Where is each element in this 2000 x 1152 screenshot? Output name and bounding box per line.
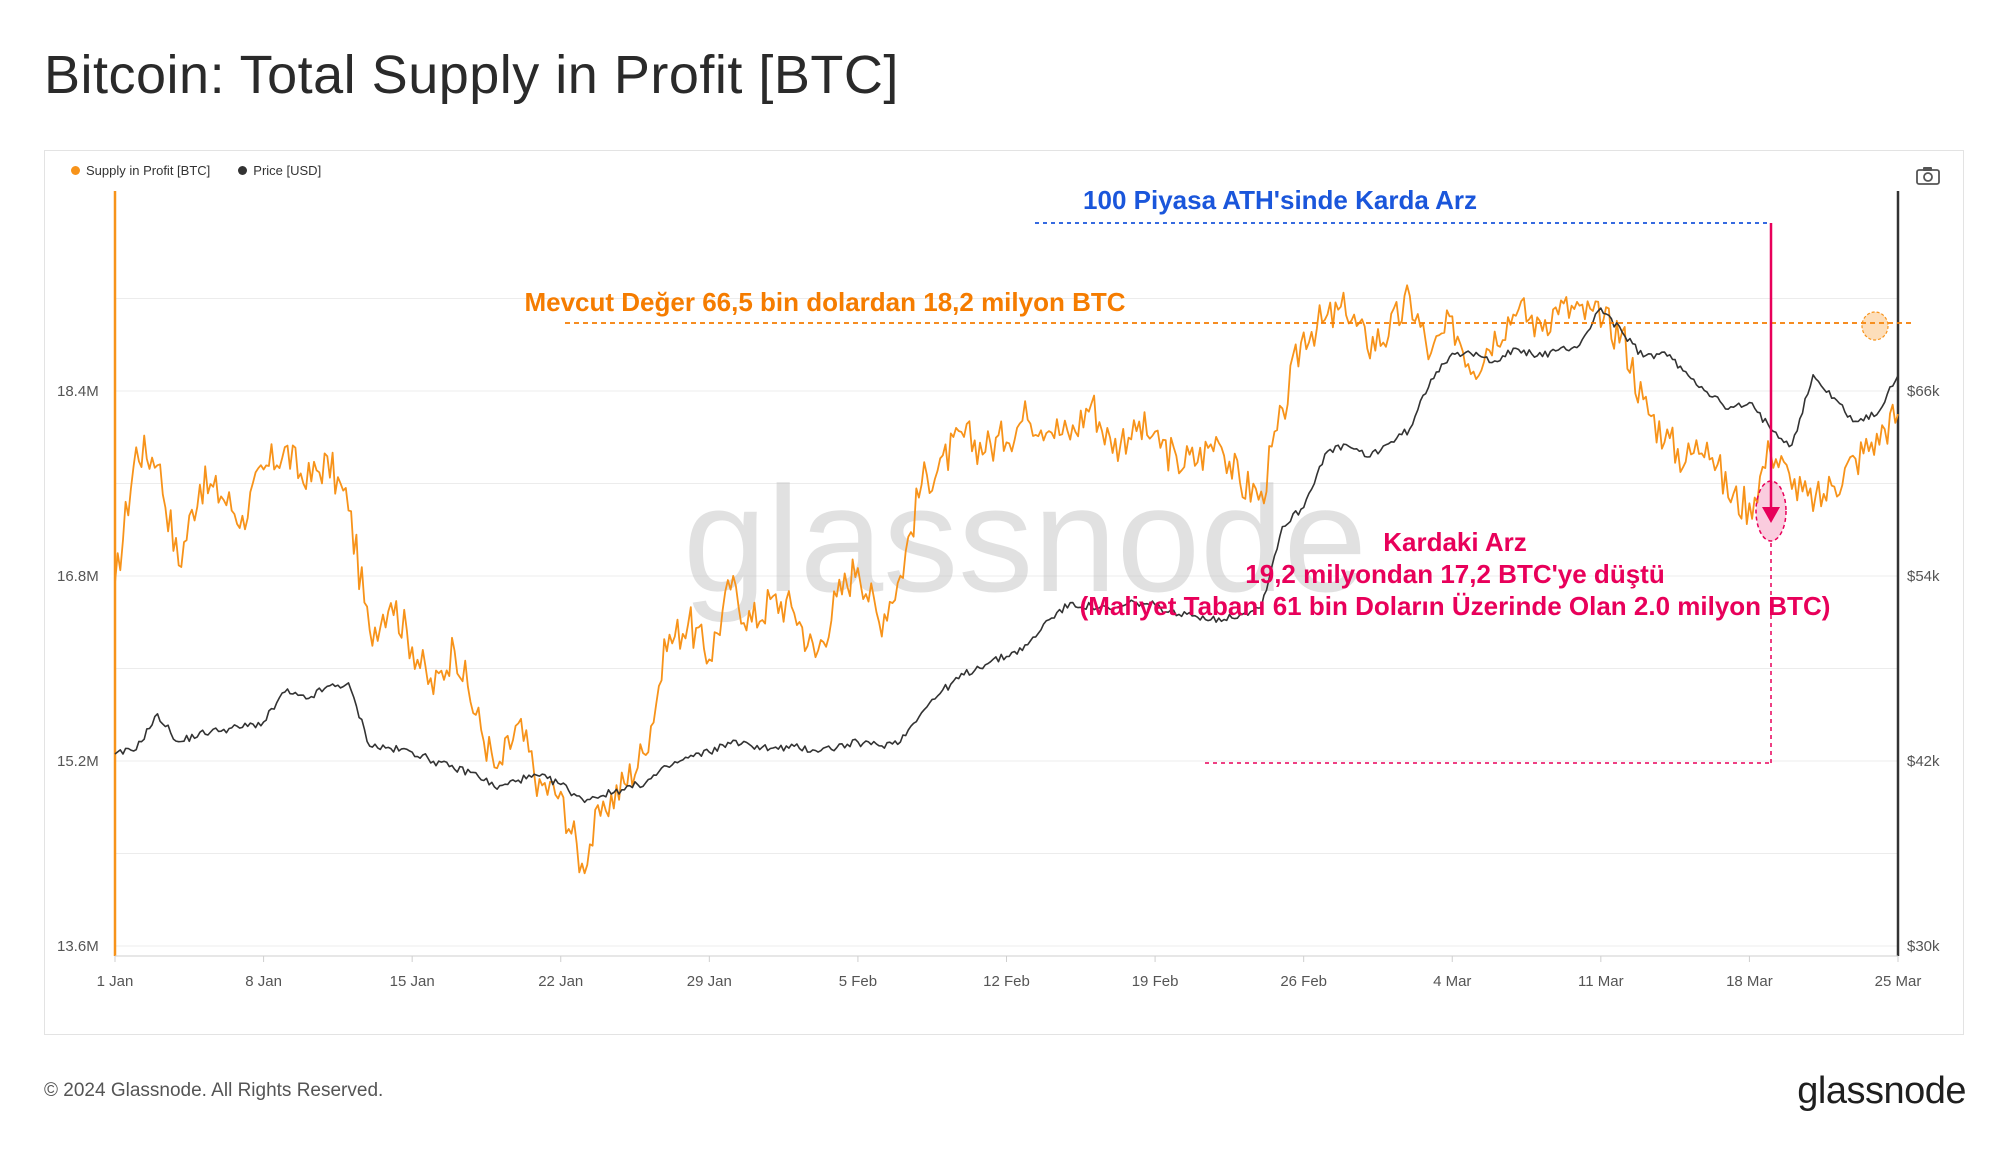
chart-plot: glassnode 13.6M15.2M16.8M18.4M$30k$42k$5… <box>57 185 1940 990</box>
copyright-text: © 2024 Glassnode. All Rights Reserved. <box>44 1080 384 1101</box>
x-tick-label: 15 Jan <box>390 973 435 990</box>
current-value-marker <box>1861 311 1889 341</box>
drop-label-line1: Kardaki Arz <box>1383 527 1527 557</box>
drop-arrow-head <box>1762 507 1780 523</box>
axis-layer: 13.6M 15.2M 16.8M 18.4M $30k $42k $54k $66k 1 Ja… <box>57 191 1940 990</box>
ath-annotation-label: 100 Piyasa ATH'sinde Karda Arz <box>1083 185 1477 215</box>
drop-label-line3: (Maliyet Tabanı 61 bin Doların Üzerinde … <box>1080 591 1831 621</box>
legend-dot-supply-in-profit <box>71 166 80 175</box>
x-tick-label: 29 Jan <box>687 973 732 990</box>
y-right-tick-label: $66k <box>1907 383 1940 400</box>
y-right-tick-label: $54k <box>1907 568 1940 585</box>
x-tick-label: 1 Jan <box>97 973 134 990</box>
series-line-price <box>114 307 1899 804</box>
legend-dot-price <box>238 166 248 175</box>
series-layer <box>114 284 1899 875</box>
legend-item-supply-in-profit[interactable]: Supply in Profit [BTC] <box>71 163 210 178</box>
chart-legend: Supply in Profit [BTC] Price [USD] <box>71 163 321 178</box>
y-left-tick-label: 18.4M <box>57 383 99 400</box>
chart-card: Supply in Profit [BTC] Price [USD] glass… <box>44 150 1964 1035</box>
y-left-tick-label: 15.2M <box>57 753 99 770</box>
x-tick-label: 19 Feb <box>1132 973 1179 990</box>
y-left-tick-label: 16.8M <box>57 568 99 585</box>
series-line-supply-in-profit <box>114 284 1899 875</box>
y-left-tick-label: 13.6M <box>57 938 99 955</box>
x-tick-label: 25 Mar <box>1875 973 1922 990</box>
grid-layer <box>115 298 1898 947</box>
x-tick-label: 4 Mar <box>1433 973 1471 990</box>
drop-marker <box>1755 480 1787 542</box>
x-tick-label: 8 Jan <box>245 973 282 990</box>
legend-label-supply-in-profit: Supply in Profit [BTC] <box>86 163 211 178</box>
annotation-layer: 100 Piyasa ATH'sinde Karda Arz Mevcut Değ… <box>524 185 1915 764</box>
legend-item-price[interactable]: Price [USD] <box>238 163 321 178</box>
drop-label-line2: 19,2 milyondan 17,2 BTC'ye düştü <box>1245 559 1664 589</box>
x-tick-label: 18 Mar <box>1726 973 1773 990</box>
x-tick-label: 26 Feb <box>1280 973 1327 990</box>
page-title: Bitcoin: Total Supply in Profit [BTC] <box>44 45 899 105</box>
legend-label-price: Price [USD] <box>253 163 322 178</box>
x-tick-label: 12 Feb <box>983 973 1030 990</box>
x-tick-label: 22 Jan <box>538 973 583 990</box>
y-right-tick-label: $42k <box>1907 753 1940 770</box>
camera-icon[interactable] <box>1915 165 1941 187</box>
x-tick-label: 11 Mar <box>1578 973 1624 990</box>
x-tick-label: 5 Feb <box>839 973 877 990</box>
y-right-tick-label: $30k <box>1907 938 1940 955</box>
current-value-label: Mevcut Değer 66,5 bin dolardan 18,2 mily… <box>524 287 1125 317</box>
glassnode-logo: glassnode <box>1797 1070 1966 1112</box>
